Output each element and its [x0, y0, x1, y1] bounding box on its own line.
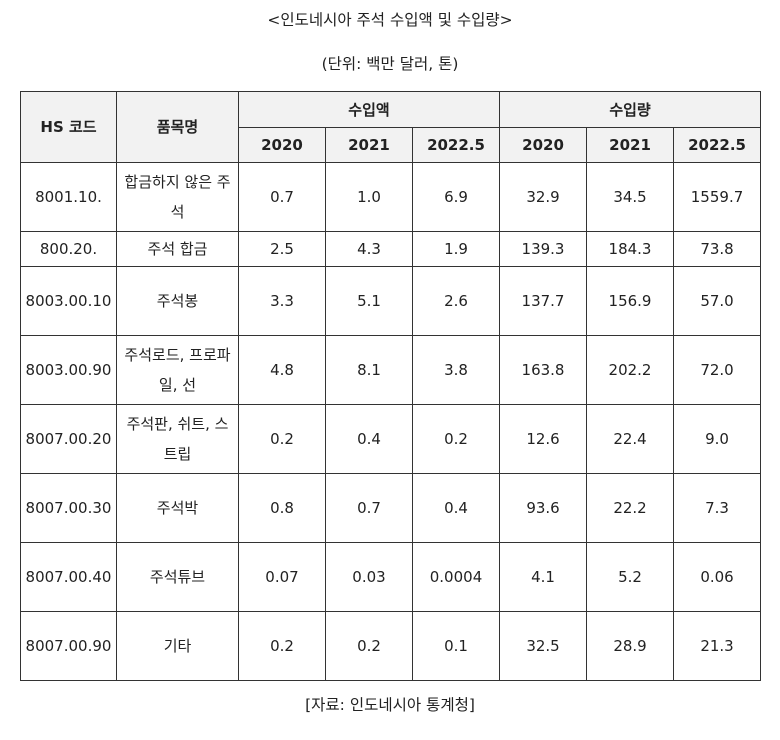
import-volume-cell: 137.7: [499, 266, 588, 336]
item-name-cell: 주석튜브: [116, 542, 239, 612]
unit-note: (단위: 백만 달러, 톤): [321, 55, 459, 73]
import-volume-cell: 22.4: [586, 404, 675, 474]
import-volume-cell: 32.5: [499, 611, 588, 681]
import-table: HS 코드 품목명 수입액 수입량 2020 2021 2022.5 2020 …: [20, 91, 762, 681]
header-row-years: 2020 2021 2022.5 2020 2021 2022.5: [21, 127, 762, 163]
item-name-cell: 주석박: [116, 473, 239, 543]
hs-code-cell: 800.20.: [20, 231, 117, 267]
import-volume-cell: 28.9: [586, 611, 675, 681]
import-volume-cell: 21.3: [673, 611, 762, 681]
import-volume-cell: 202.2: [586, 335, 675, 405]
import-volume-cell: 12.6: [499, 404, 588, 474]
import-value-cell: 0.4: [325, 404, 413, 474]
header-year: 2020: [499, 127, 588, 163]
import-volume-cell: 9.0: [673, 404, 762, 474]
import-volume-cell: 163.8: [499, 335, 588, 405]
item-name-cell: 합금하지 않은 주석: [116, 162, 239, 232]
table-row: 8001.10. 합금하지 않은 주석 0.7 1.0 6.9 32.9 34.…: [20, 162, 762, 232]
import-value-cell: 3.8: [411, 335, 501, 405]
item-name-cell: 주석판, 쉬트, 스트립: [116, 404, 239, 474]
import-volume-cell: 139.3: [499, 231, 588, 267]
import-volume-cell: 73.8: [673, 231, 762, 267]
table-row: 8003.00.10 주석봉 3.3 5.1 2.6 137.7 156.9 5…: [20, 266, 762, 336]
import-value-cell: 8.1: [325, 335, 413, 405]
import-volume-cell: 5.2: [586, 542, 675, 612]
table-row: 8003.00.90 주석로드, 프로파일, 선 4.8 8.1 3.8 163…: [20, 335, 762, 405]
import-volume-cell: 93.6: [499, 473, 588, 543]
header-import-value: 수입액: [237, 91, 501, 128]
import-value-cell: 5.1: [325, 266, 413, 336]
import-volume-cell: 4.1: [499, 542, 588, 612]
import-value-cell: 0.2: [238, 611, 326, 681]
import-value-cell: 4.3: [325, 231, 413, 267]
import-value-cell: 0.7: [325, 473, 413, 543]
table-row: 8007.00.30 주석박 0.8 0.7 0.4 93.6 22.2 7.3: [20, 473, 762, 543]
import-value-cell: 2.5: [238, 231, 326, 267]
hs-code-cell: 8007.00.20: [20, 404, 117, 474]
import-volume-cell: 1559.7: [673, 162, 762, 232]
import-volume-cell: 0.06: [673, 542, 762, 612]
import-volume-cell: 184.3: [586, 231, 675, 267]
header-year: 2020: [238, 127, 326, 163]
import-value-cell: 0.7: [238, 162, 326, 232]
import-value-cell: 3.3: [238, 266, 326, 336]
header-year: 2021: [586, 127, 675, 163]
import-value-cell: 0.4: [411, 473, 501, 543]
hs-code-cell: 8007.00.40: [20, 542, 117, 612]
item-name-cell: 주석로드, 프로파일, 선: [116, 335, 239, 405]
import-volume-cell: 72.0: [673, 335, 762, 405]
import-volume-cell: 156.9: [586, 266, 675, 336]
import-value-cell: 0.1: [411, 611, 501, 681]
import-value-cell: 1.0: [325, 162, 413, 232]
item-name-cell: 주석 합금: [116, 231, 239, 267]
import-value-cell: 0.2: [238, 404, 326, 474]
table-row: 8007.00.20 주석판, 쉬트, 스트립 0.2 0.4 0.2 12.6…: [20, 404, 762, 474]
import-value-cell: 1.9: [411, 231, 501, 267]
import-value-cell: 0.8: [238, 473, 326, 543]
header-year: 2022.5: [673, 127, 762, 163]
header-item-name: 품목명: [116, 91, 239, 163]
import-volume-cell: 22.2: [586, 473, 675, 543]
import-value-cell: 0.2: [411, 404, 501, 474]
import-volume-cell: 32.9: [499, 162, 588, 232]
table-row: 800.20. 주석 합금 2.5 4.3 1.9 139.3 184.3 73…: [20, 231, 762, 267]
hs-code-cell: 8003.00.90: [20, 335, 117, 405]
item-name-cell: 주석봉: [116, 266, 239, 336]
hs-code-cell: 8007.00.90: [20, 611, 117, 681]
hs-code-cell: 8001.10.: [20, 162, 117, 232]
import-value-cell: 2.6: [411, 266, 501, 336]
header-year: 2021: [325, 127, 413, 163]
header-import-volume: 수입량: [499, 91, 762, 128]
source-note: [자료: 인도네시아 통계청]: [305, 696, 475, 714]
header-hs-code: HS 코드: [20, 91, 117, 163]
table-title: <인도네시아 주석 수입액 및 수입량>: [267, 11, 513, 29]
header-row-group: HS 코드 품목명 수입액 수입량: [20, 91, 762, 163]
hs-code-cell: 8003.00.10: [20, 266, 117, 336]
import-volume-cell: 57.0: [673, 266, 762, 336]
header-year: 2022.5: [411, 127, 501, 163]
import-value-cell: 0.0004: [411, 542, 501, 612]
import-value-cell: 0.2: [325, 611, 413, 681]
table-row: 8007.00.90 기타 0.2 0.2 0.1 32.5 28.9 21.3: [20, 611, 762, 681]
table-row: 8007.00.40 주석튜브 0.07 0.03 0.0004 4.1 5.2…: [20, 542, 762, 612]
item-name-cell: 기타: [116, 611, 239, 681]
import-volume-cell: 34.5: [586, 162, 675, 232]
import-value-cell: 6.9: [411, 162, 501, 232]
import-value-cell: 0.03: [325, 542, 413, 612]
import-value-cell: 4.8: [238, 335, 326, 405]
import-value-cell: 0.07: [238, 542, 326, 612]
import-volume-cell: 7.3: [673, 473, 762, 543]
hs-code-cell: 8007.00.30: [20, 473, 117, 543]
